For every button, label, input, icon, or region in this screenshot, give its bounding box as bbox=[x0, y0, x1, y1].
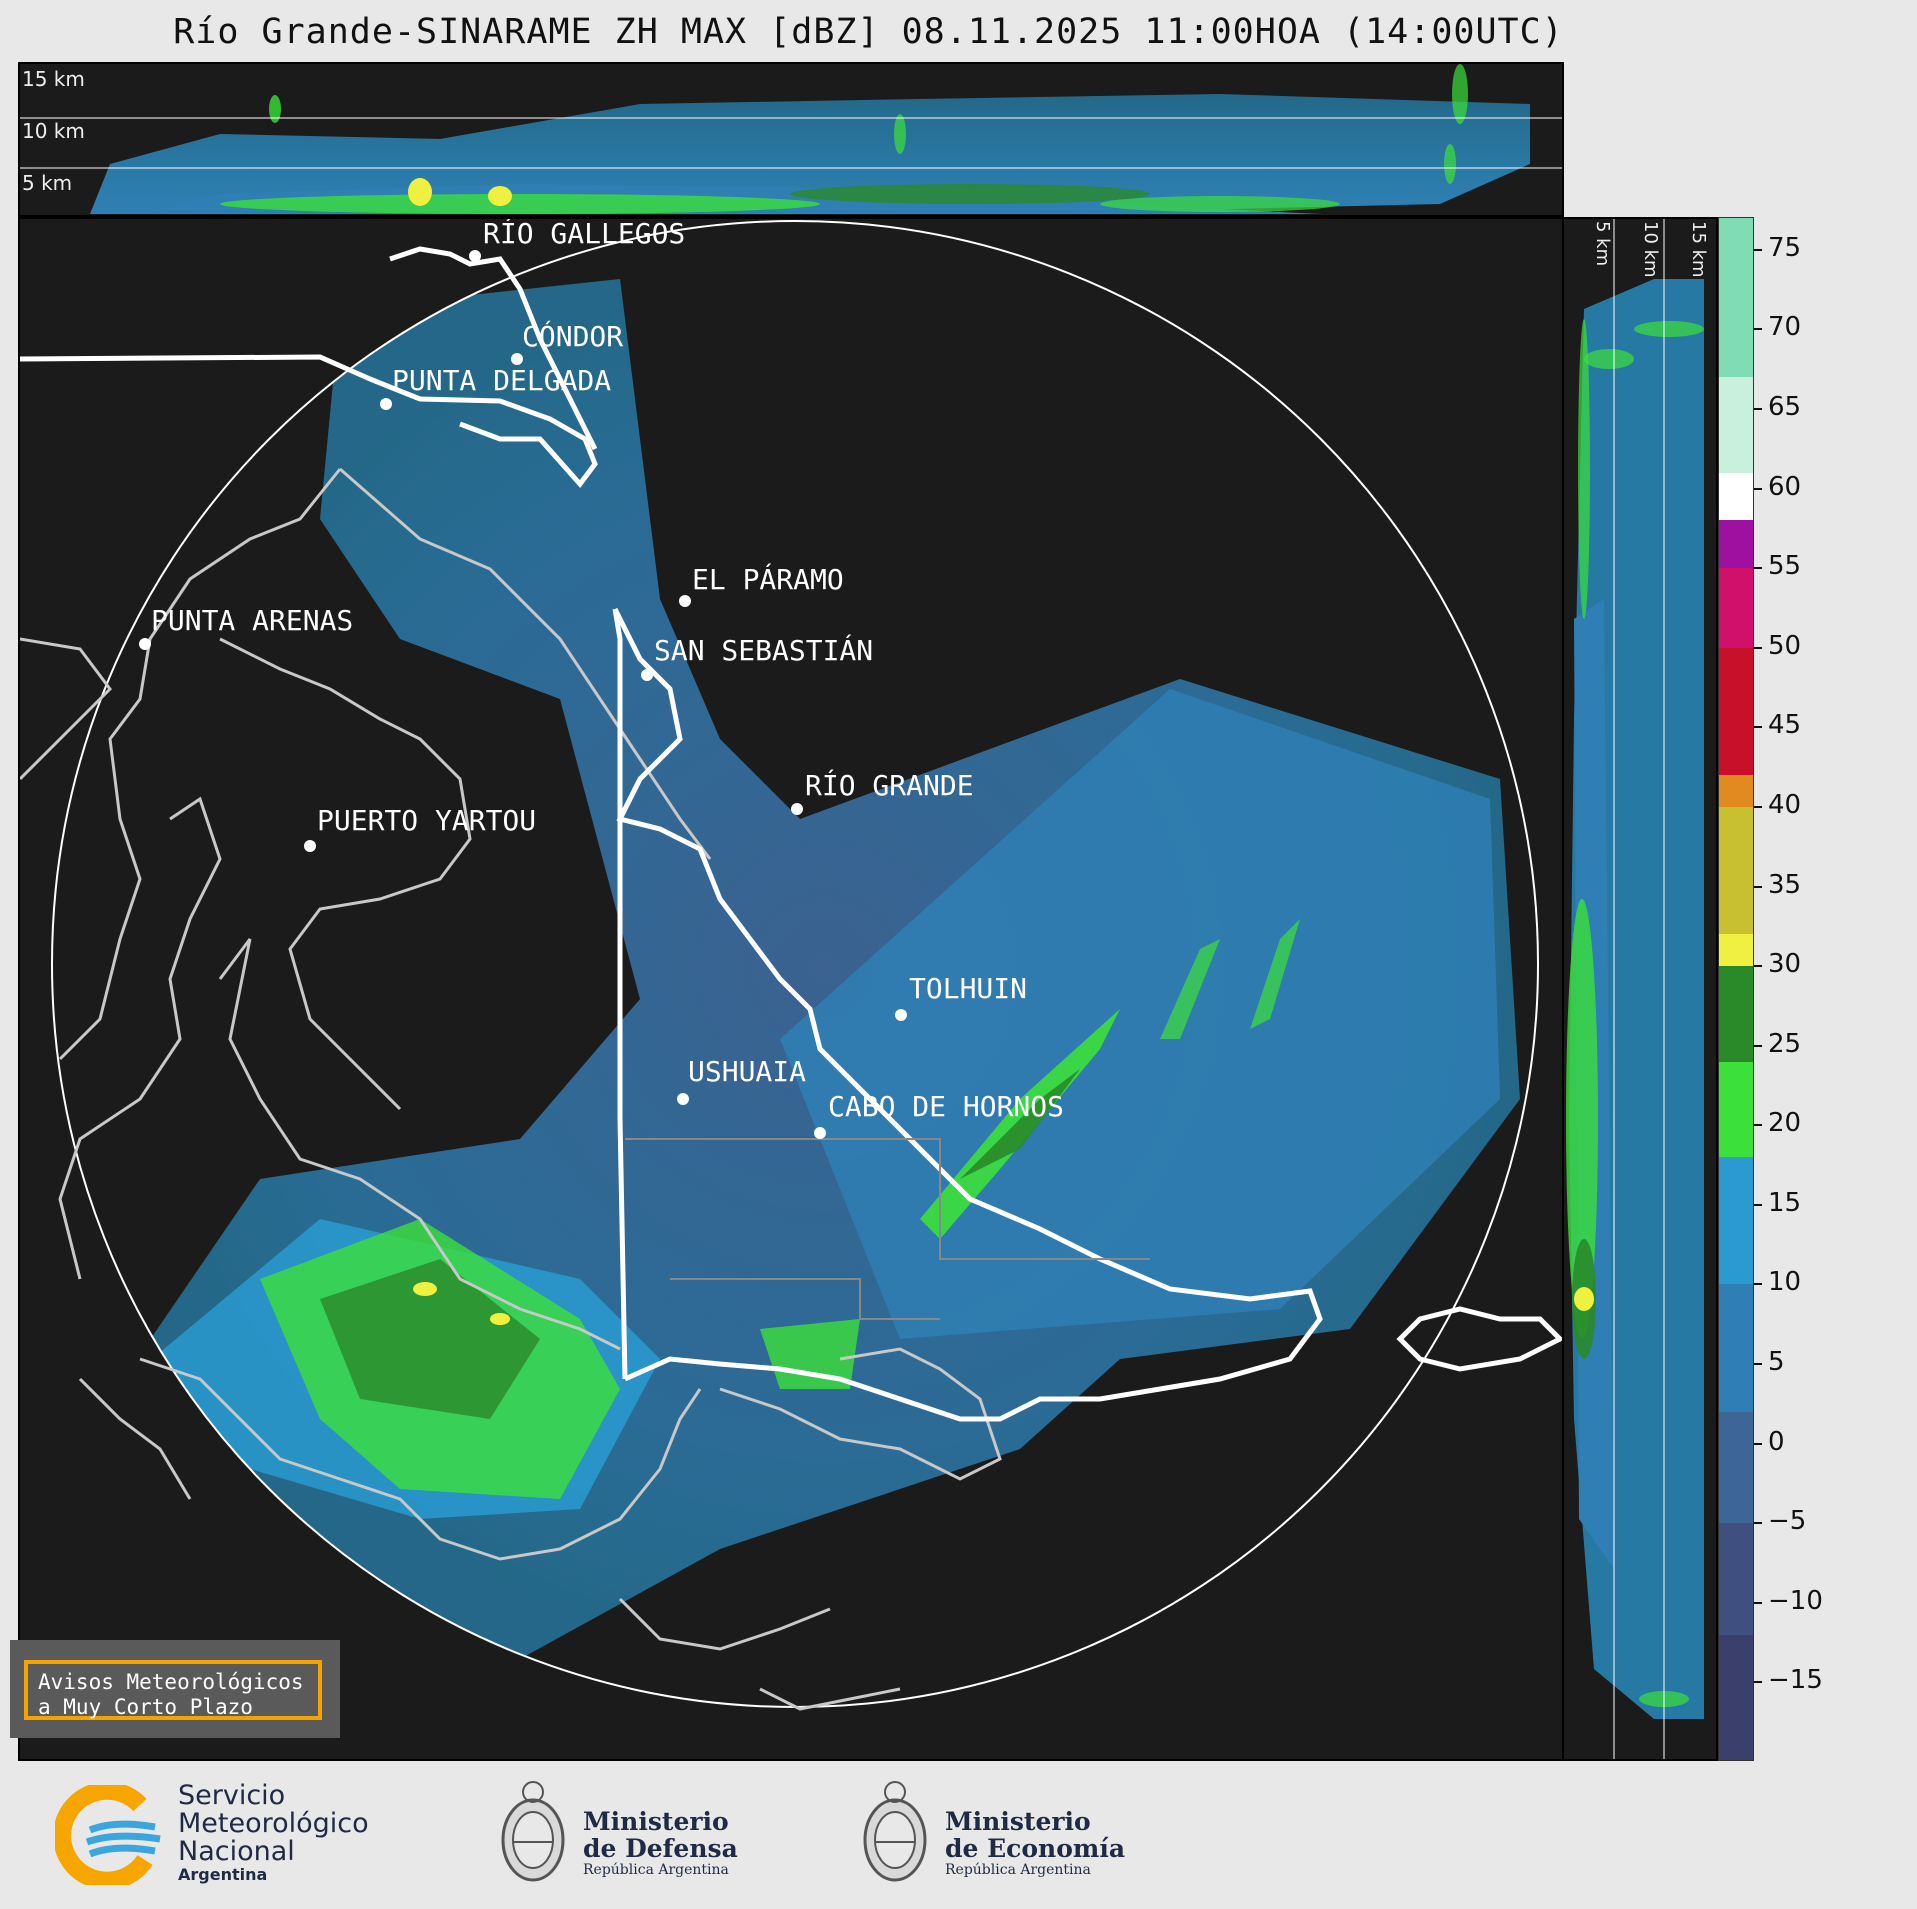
city-label-rio-grande: RÍO GRANDE bbox=[805, 768, 974, 802]
defensa-line-1: Ministerio bbox=[583, 1807, 729, 1836]
city-dot-cabo-de-hornos bbox=[814, 1127, 826, 1139]
warning-line-2: a Muy Corto Plazo bbox=[38, 1695, 253, 1719]
top-cross-section-panel: 15 km 10 km 5 km bbox=[18, 62, 1564, 217]
smn-logo-icon bbox=[55, 1785, 161, 1885]
city-dot-tolhuin bbox=[895, 1009, 907, 1021]
colorbar-band bbox=[1719, 1411, 1753, 1524]
colorbar-tick-label: 75 bbox=[1768, 232, 1802, 263]
colorbar-tick-label: 15 bbox=[1768, 1187, 1802, 1218]
colorbar-tick-label: 50 bbox=[1768, 630, 1802, 661]
top-cross-section-image bbox=[20, 64, 1562, 214]
colorbar-tick-label: 0 bbox=[1768, 1426, 1785, 1457]
warning-box-background bbox=[10, 1640, 340, 1738]
city-label-punta-delgada: PUNTA DELGADA bbox=[392, 364, 611, 397]
city-label-condor: CÓNDOR bbox=[522, 319, 623, 353]
city-label-san-sebastian: SAN SEBASTIÁN bbox=[654, 633, 873, 667]
warning-line-1: Avisos Meteorológicos bbox=[38, 1670, 304, 1694]
city-dot-condor bbox=[511, 353, 523, 365]
colorbar-tick-label: 25 bbox=[1768, 1028, 1802, 1059]
city-dot-el-paramo bbox=[679, 595, 691, 607]
city-label-ushuaia: USHUAIA bbox=[688, 1055, 806, 1088]
side-cross-section-panel: 5 km 10 km 15 km bbox=[1564, 217, 1718, 1761]
radar-echo-layer bbox=[130, 279, 1520, 1659]
economia-line-2: de Economía bbox=[945, 1834, 1126, 1863]
colorbar-tick-label: 40 bbox=[1768, 789, 1802, 820]
colorbar-tick-label: 5 bbox=[1768, 1347, 1785, 1378]
city-dot-rio-grande bbox=[791, 803, 803, 815]
smn-line-3: Nacional bbox=[178, 1836, 295, 1867]
city-dot-punta-delgada bbox=[380, 398, 392, 410]
colorbar-tick-label: 65 bbox=[1768, 392, 1802, 422]
colorbar-band bbox=[1719, 1157, 1753, 1285]
colorbar-band bbox=[1719, 775, 1753, 807]
colorbar-band bbox=[1719, 1634, 1753, 1760]
city-label-tolhuin: TOLHUIN bbox=[909, 972, 1027, 1005]
colorbar-band bbox=[1719, 520, 1753, 569]
colorbar-tick-label: 55 bbox=[1768, 551, 1802, 582]
city-label-el-paramo: EL PÁRAMO bbox=[692, 562, 844, 596]
colorbar-band bbox=[1719, 1523, 1753, 1635]
colorbar-band bbox=[1719, 966, 1753, 1062]
colorbar-tick-label: 45 bbox=[1768, 710, 1802, 741]
city-dot-puerto-yartou bbox=[304, 840, 316, 852]
economia-line-1: Ministerio bbox=[945, 1807, 1091, 1836]
colorbar-band bbox=[1719, 218, 1753, 378]
top-altitude-label-5: 5 km bbox=[22, 171, 73, 195]
smn-line-2: Meteorológico bbox=[178, 1808, 369, 1839]
smn-line-1: Servicio bbox=[178, 1780, 286, 1811]
defensa-subtitle: República Argentina bbox=[583, 1862, 729, 1878]
defensa-coat-of-arms-icon bbox=[501, 1781, 565, 1882]
city-dot-rio-gallegos bbox=[469, 250, 481, 262]
warning-box[interactable]: Avisos Meteorológicos a Muy Corto Plazo bbox=[24, 1660, 322, 1720]
colorbar-band bbox=[1719, 568, 1753, 648]
economia-title: Ministerio de Economía bbox=[945, 1808, 1125, 1862]
colorbar-tick-label: −15 bbox=[1768, 1665, 1823, 1696]
top-altitude-label-15: 15 km bbox=[22, 67, 85, 91]
city-dot-punta-arenas bbox=[139, 638, 151, 650]
city-label-cabo-de-hornos: CABO DE HORNOS bbox=[828, 1090, 1064, 1123]
colorbar-tick-label: 20 bbox=[1768, 1108, 1802, 1139]
side-altitude-label-15: 15 km bbox=[1688, 221, 1709, 278]
province-lines bbox=[625, 1138, 1150, 1320]
city-dot-san-sebastian bbox=[641, 669, 653, 681]
defensa-title: Ministerio de Defensa bbox=[583, 1808, 738, 1862]
colorbar-band bbox=[1719, 1061, 1753, 1158]
colorbar-tick-label: 70 bbox=[1768, 312, 1802, 343]
side-altitude-label-5: 5 km bbox=[1592, 221, 1613, 267]
colorbar-tick-label: 30 bbox=[1768, 949, 1802, 980]
radar-map: RÍO GALLEGOS CÓNDOR PUNTA DELGADA PUNTA … bbox=[20, 219, 1562, 1711]
side-cross-section-image bbox=[1566, 219, 1704, 1759]
colorbar-tick-label: −5 bbox=[1768, 1506, 1807, 1537]
colorbar-band bbox=[1719, 806, 1753, 935]
colorbar-band bbox=[1719, 934, 1753, 967]
smn-logo-text: Servicio Meteorológico Nacional Argentin… bbox=[178, 1782, 369, 1884]
city-label-puerto-yartou: PUERTO YARTOU bbox=[317, 804, 536, 837]
colorbar-tick-label: 60 bbox=[1768, 471, 1802, 502]
economia-coat-of-arms-icon bbox=[863, 1781, 927, 1882]
city-markers: RÍO GALLEGOS CÓNDOR PUNTA DELGADA PUNTA … bbox=[139, 219, 1064, 1139]
colorbar-tick-label: 10 bbox=[1768, 1267, 1802, 1298]
defensa-line-2: de Defensa bbox=[583, 1834, 738, 1863]
colorbar-tick-label: 35 bbox=[1768, 869, 1802, 900]
side-altitude-label-10: 10 km bbox=[1640, 221, 1661, 278]
dbz-colorbar bbox=[1718, 217, 1754, 1761]
colorbar-band bbox=[1719, 377, 1753, 473]
radar-map-panel: RÍO GALLEGOS CÓNDOR PUNTA DELGADA PUNTA … bbox=[18, 217, 1564, 1761]
chart-title: Río Grande-SINARAME ZH MAX [dBZ] 08.11.2… bbox=[173, 12, 1564, 52]
smn-line-4: Argentina bbox=[178, 1865, 268, 1884]
colorbar-band bbox=[1719, 1284, 1753, 1412]
top-altitude-label-10: 10 km bbox=[22, 119, 85, 143]
colorbar-tick-label: −10 bbox=[1768, 1585, 1823, 1616]
city-label-rio-gallegos: RÍO GALLEGOS bbox=[483, 219, 685, 250]
economia-subtitle: República Argentina bbox=[945, 1862, 1091, 1878]
city-dot-ushuaia bbox=[677, 1093, 689, 1105]
coastlines bbox=[20, 467, 1002, 1711]
colorbar-band bbox=[1719, 647, 1753, 776]
city-label-punta-arenas: PUNTA ARENAS bbox=[151, 604, 353, 637]
colorbar-band bbox=[1719, 472, 1753, 521]
